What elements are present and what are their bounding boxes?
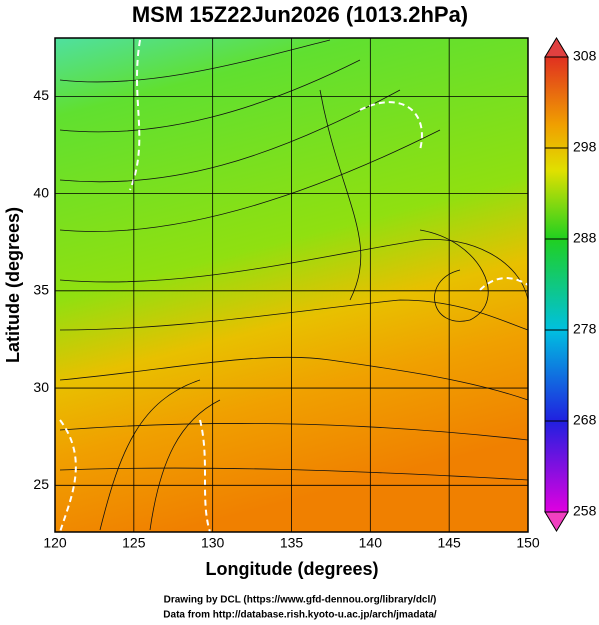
y-axis-label: Latitude (degrees): [3, 207, 23, 363]
colorbar-tick-label: 278: [573, 321, 597, 337]
x-axis-label: Longitude (degrees): [205, 559, 378, 579]
title: MSM 15Z22Jun2026 (1013.2hPa): [132, 2, 468, 27]
colorbar-tick-label: 268: [573, 412, 597, 428]
colorbar-min-arrow: [544, 511, 569, 532]
x-tick-label: 135: [280, 535, 304, 551]
contours: [59, 39, 528, 532]
x-tick-label: 150: [516, 535, 540, 551]
plot-frame: [54, 37, 529, 533]
y-tick-label: 40: [33, 184, 49, 200]
colorbar: [544, 56, 569, 513]
colorbar-tick-label: 308: [573, 48, 597, 64]
x-tick-label: 125: [122, 535, 146, 551]
y-tick-label: 45: [33, 87, 49, 103]
x-tick-label: 140: [359, 535, 383, 551]
y-tick-label: 30: [33, 379, 49, 395]
x-tick-label: 130: [201, 535, 225, 551]
x-tick-label: 145: [437, 535, 461, 551]
y-tick-label: 35: [33, 282, 49, 298]
y-tick-label: 25: [33, 476, 49, 492]
colorbar-tick-label: 298: [573, 139, 597, 155]
colorbar-tick-label: 258: [573, 503, 597, 519]
streamlines: [59, 39, 528, 531]
credit: Data from http://database.rish.kyoto-u.a…: [163, 610, 437, 621]
colorbar-tick-label: 288: [573, 230, 597, 246]
x-tick-label: 120: [43, 535, 67, 551]
colorbar-max-arrow: [544, 37, 569, 58]
credit: Drawing by DCL (https://www.gfd-dennou.o…: [164, 595, 437, 606]
